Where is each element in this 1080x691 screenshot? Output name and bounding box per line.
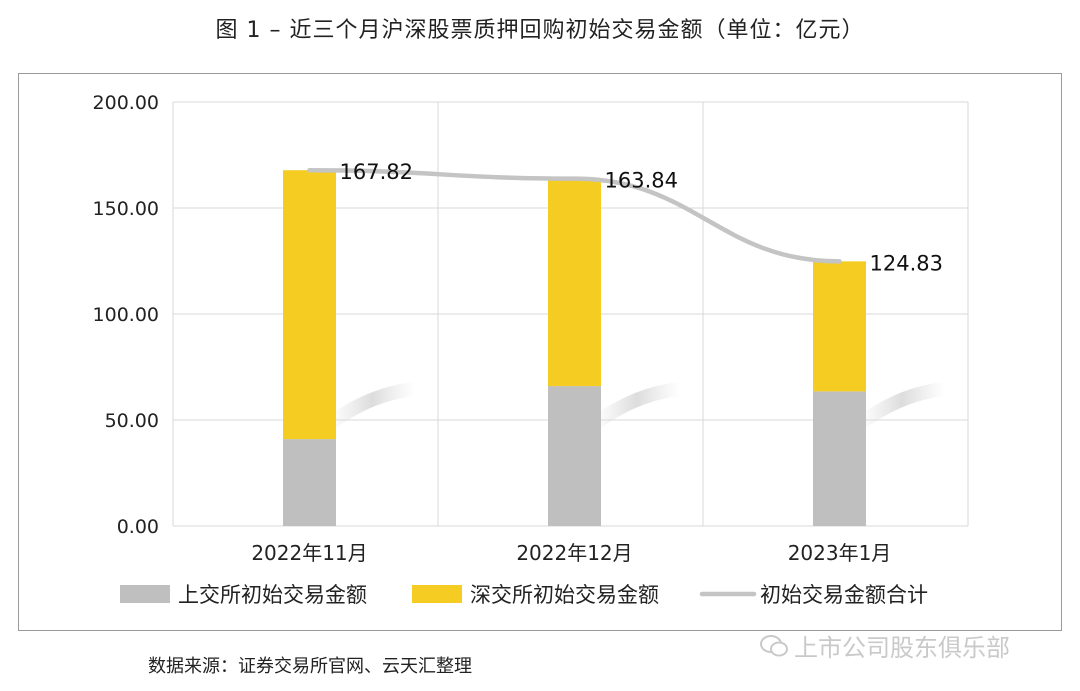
data-label: 163.84 bbox=[605, 169, 678, 193]
bar-sse bbox=[283, 439, 336, 526]
y-tick-label: 50.00 bbox=[105, 410, 159, 432]
legend-label: 上交所初始交易金额 bbox=[178, 583, 367, 607]
source-note: 数据来源：证券交易所官网、云天汇整理 bbox=[148, 656, 472, 677]
x-tick-label: 2022年12月 bbox=[516, 541, 632, 565]
bar-shadow bbox=[587, 382, 687, 431]
y-tick-label: 0.00 bbox=[117, 516, 159, 538]
bar-szse bbox=[283, 170, 336, 440]
watermark: 上市公司股东俱乐部 bbox=[760, 628, 1010, 663]
bar-shadow bbox=[852, 382, 952, 431]
y-tick-label: 200.00 bbox=[93, 92, 159, 114]
x-tick-label: 2022年11月 bbox=[251, 541, 367, 565]
legend-label: 深交所初始交易金额 bbox=[470, 583, 659, 607]
x-tick-label: 2023年1月 bbox=[788, 541, 892, 565]
y-tick-label: 150.00 bbox=[93, 198, 159, 220]
legend-swatch bbox=[412, 585, 462, 603]
data-label: 167.82 bbox=[340, 160, 413, 184]
bar-szse bbox=[813, 261, 866, 392]
legend-label: 初始交易金额合计 bbox=[760, 583, 928, 607]
bar-szse bbox=[548, 178, 601, 387]
wechat-icon bbox=[760, 634, 788, 656]
chart-title: 图 1 – 近三个月沪深股票质押回购初始交易金额（单位：亿元） bbox=[215, 18, 865, 43]
bar-shadow bbox=[322, 382, 422, 431]
bar-sse bbox=[813, 391, 866, 526]
y-tick-label: 100.00 bbox=[93, 304, 159, 326]
legend-swatch bbox=[120, 585, 170, 603]
total-line bbox=[307, 167, 842, 264]
bar-sse bbox=[548, 386, 601, 526]
chart-frame bbox=[18, 73, 1062, 631]
watermark-text: 上市公司股东俱乐部 bbox=[794, 634, 1010, 662]
data-label: 124.83 bbox=[870, 251, 943, 275]
